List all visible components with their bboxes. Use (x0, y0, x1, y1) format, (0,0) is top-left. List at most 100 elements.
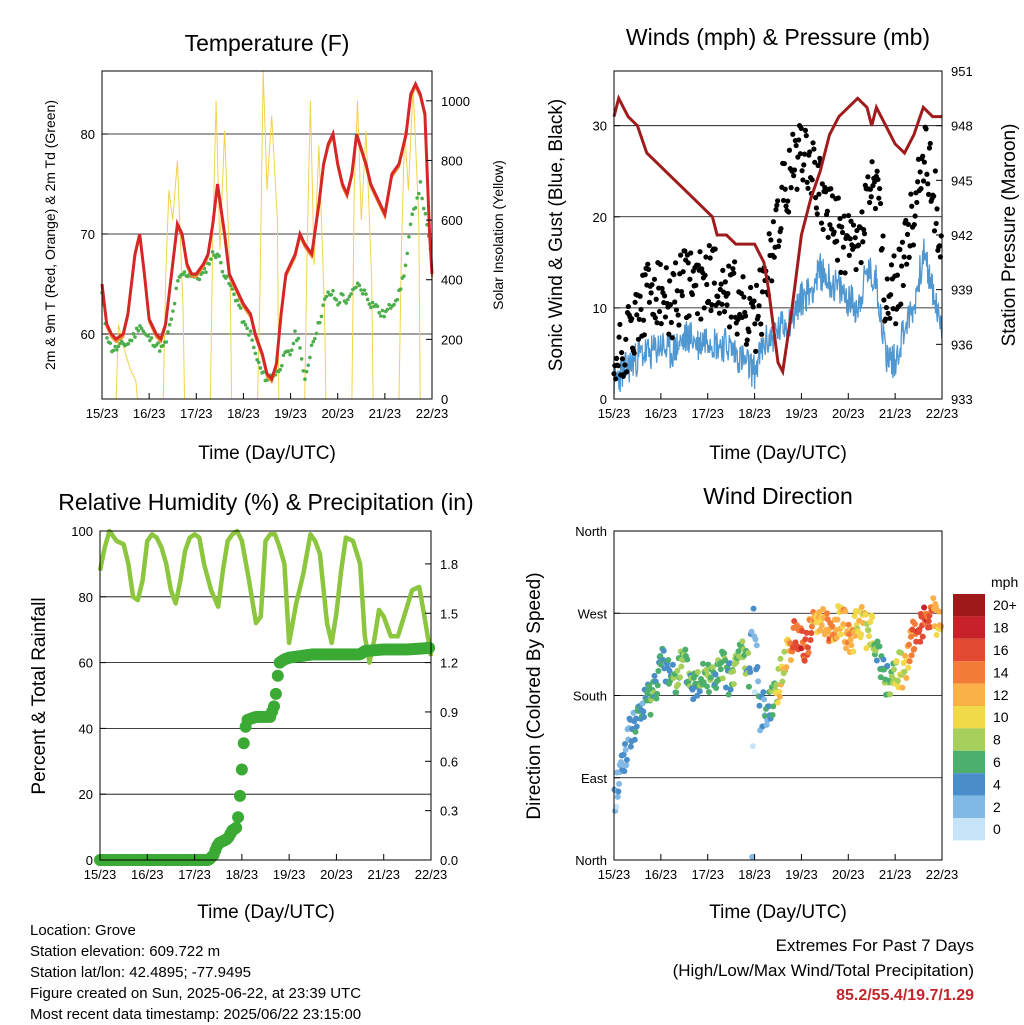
colorbar-swatch (953, 638, 985, 662)
gust-point (835, 195, 841, 201)
extremes-box: Extremes For Past 7 Days (High/Low/Max W… (673, 933, 974, 1008)
dewpoint-point (115, 347, 119, 352)
gust-point (882, 316, 889, 322)
dewpoint-point (174, 286, 179, 291)
colorbar-label: 16 (993, 642, 1009, 658)
direction-point (703, 666, 710, 673)
direction-xtick-label: 18/23 (738, 867, 771, 882)
dewpoint-point (331, 289, 335, 293)
extremes-subtitle: (High/Low/Max Wind/Total Precipitation) (672, 961, 974, 980)
dewpoint-point (116, 344, 121, 349)
gust-point (868, 194, 874, 200)
gust-point (619, 356, 626, 362)
dewpoint-point (281, 353, 286, 358)
dewpoint-point (250, 338, 254, 342)
solar-ytick-right-label: 400 (441, 273, 463, 288)
gust-point (759, 289, 766, 295)
gust-point (917, 169, 923, 175)
precip-point (235, 763, 248, 776)
dewpoint-point (161, 343, 165, 348)
dewpoint-point (387, 302, 391, 307)
direction-point (802, 636, 809, 643)
gust-point (719, 301, 725, 307)
direction-point (616, 780, 623, 787)
direction-point (613, 803, 620, 810)
gust-point (744, 337, 750, 343)
direction-point (703, 683, 710, 690)
gust-point (663, 265, 669, 271)
solar-ytick-right-label: 200 (441, 332, 463, 347)
gust-point (927, 140, 933, 147)
direction-point (745, 649, 752, 656)
wind-ytick-label: 30 (593, 119, 607, 134)
gust-point (933, 220, 939, 227)
recent-data-line: Most recent data timestamp: 2025/06/22 2… (30, 1006, 362, 1023)
direction-ytick-label: North (575, 853, 607, 868)
dewpoint-point (217, 254, 221, 258)
gust-point (678, 288, 685, 295)
dewpoint-point (359, 288, 363, 292)
colorbar-label: 14 (993, 664, 1009, 680)
direction-point (777, 655, 784, 662)
colorbar-label: 12 (993, 687, 1009, 703)
gust-point (753, 282, 760, 288)
dewpoint-point (324, 294, 329, 299)
wind-xtick-label: 22/23 (926, 406, 959, 421)
direction-point (906, 658, 913, 665)
direction-point (709, 664, 716, 671)
gust-point (741, 294, 747, 300)
precip-point (268, 700, 281, 713)
temp-xtick-label: 18/23 (227, 406, 260, 421)
gust-point (818, 220, 825, 226)
humidity-precip-plot-frame (99, 530, 432, 861)
dewpoint-point (261, 370, 266, 374)
direction-point (621, 768, 628, 775)
direction-point (869, 614, 876, 621)
gust-point (725, 290, 731, 297)
solar-ytick-right-label: 600 (441, 213, 463, 228)
solar-ytick-right-label: 1000 (441, 94, 470, 109)
dewpoint-point (349, 292, 353, 296)
direction-point (674, 667, 681, 674)
gust-point (632, 299, 638, 305)
direction-point (756, 702, 763, 709)
dewpoint-point (146, 334, 150, 338)
direction-point (906, 641, 913, 648)
gust-point (703, 254, 709, 260)
direction-point (848, 642, 855, 649)
direction-point (646, 682, 653, 689)
gust-point (802, 127, 809, 133)
gust-point (879, 245, 885, 252)
direction-point (754, 664, 761, 671)
gust-point (671, 271, 677, 278)
gust-point (701, 305, 707, 311)
dewpoint-point (129, 338, 134, 343)
direction-point (936, 608, 943, 615)
dewpoint-point (238, 306, 243, 310)
speed-colorbar: mph 20+ 18 16 14 12 10 8 6 4 2 0 (953, 574, 1018, 841)
precip-ytick-right-label: 1.5 (440, 606, 458, 621)
direction-point (640, 708, 647, 715)
gust-point (642, 272, 648, 278)
direction-point (653, 695, 660, 702)
dewpoint-point (418, 180, 423, 184)
latlon-line: Station lat/lon: 42.4895; -77.9495 (30, 964, 252, 981)
precip-point (423, 641, 436, 654)
temp-ytick-label: 60 (81, 327, 95, 342)
gust-point (921, 159, 927, 165)
gust-point (926, 145, 933, 151)
gust-point (829, 193, 836, 199)
gust-point (811, 146, 817, 152)
dewpoint-point (306, 363, 311, 368)
gust-point (839, 224, 845, 230)
direction-point (804, 644, 811, 651)
dewpoint-point (210, 250, 215, 254)
direction-point (727, 686, 734, 693)
dewpoint-point (402, 274, 406, 278)
dewpoint-point (341, 293, 345, 297)
dewpoint-point (354, 285, 358, 290)
precip-point (230, 821, 243, 834)
direction-point (905, 664, 912, 671)
colorbar-label: 10 (993, 709, 1009, 725)
precip-ytick-right-label: 0.9 (440, 705, 458, 720)
